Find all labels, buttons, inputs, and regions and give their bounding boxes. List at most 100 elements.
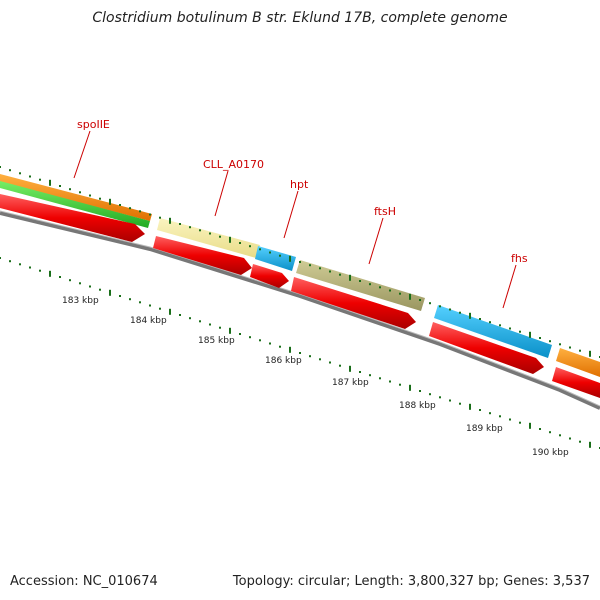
outer-tick — [249, 245, 251, 248]
inner-tick — [259, 339, 261, 342]
outer-tick — [549, 340, 551, 343]
outer-tick — [189, 226, 191, 229]
outer-tick — [39, 178, 41, 181]
outer-tick — [319, 267, 321, 270]
outer-tick — [29, 175, 31, 178]
outer-tick — [89, 194, 91, 197]
outer-tick — [359, 280, 361, 282]
inner-tick — [109, 289, 111, 296]
scale-label-186: 186 kbp — [265, 356, 302, 366]
outer-tick — [339, 273, 341, 276]
inner-tick — [179, 314, 181, 316]
inner-tick — [409, 384, 411, 391]
gene-label-fhs: fhs — [511, 252, 528, 265]
inner-tick — [419, 390, 421, 392]
outer-tick — [159, 216, 161, 219]
gene-label-spoIIE: spoIIE — [77, 118, 110, 131]
outer-tick — [289, 255, 291, 262]
gene-ftsH — [296, 260, 425, 311]
backbone-highlight — [0, 210, 600, 407]
inner-tick — [149, 304, 151, 307]
inner-tick — [479, 409, 481, 411]
gene-spoIIE-orange — [0, 174, 152, 221]
inner-tick — [129, 298, 131, 301]
scale-label-183: 183 kbp — [62, 296, 99, 306]
inner-tick — [0, 257, 1, 259]
outer-tick — [419, 299, 421, 301]
outer-tick — [179, 223, 181, 225]
inner-tick — [59, 276, 61, 278]
inner-tick — [589, 441, 591, 448]
genome-summary-text: Topology: circular; Length: 3,800,327 bp… — [232, 574, 590, 589]
outer-tick — [449, 308, 451, 311]
inner-tick — [429, 393, 431, 396]
map-title: Clostridium botulinum B str. Eklund 17B,… — [92, 10, 508, 26]
scale-label-190: 190 kbp — [532, 448, 569, 458]
outer-tick — [459, 311, 461, 314]
outer-tick — [489, 321, 491, 324]
gene-CLL_A0170 — [157, 218, 260, 258]
inner-tick — [319, 358, 321, 361]
inner-tick — [99, 288, 101, 291]
inner-tick — [49, 270, 51, 277]
inner-tick — [19, 263, 21, 266]
outer-tick — [299, 261, 301, 263]
inner-tick — [9, 260, 11, 263]
outer-tick — [219, 235, 221, 238]
inner-tick — [69, 279, 71, 282]
inner-tick — [519, 421, 521, 424]
outer-tick — [559, 343, 561, 346]
inner-tick — [489, 412, 491, 415]
outer-tick — [129, 207, 131, 210]
inner-tick — [269, 342, 271, 345]
gene-label-CLL_A0170: CLL_A0170 — [203, 158, 264, 171]
red-arrow-2 — [153, 236, 252, 275]
outer-tick — [259, 248, 261, 251]
outer-tick — [539, 337, 541, 339]
outer-tick — [309, 264, 311, 267]
inner-tick — [549, 431, 551, 434]
outer-tick — [149, 213, 151, 216]
red-arrow-4 — [291, 277, 416, 329]
inner-tick — [289, 346, 291, 353]
inner-tick — [499, 415, 501, 418]
outer-tick — [69, 188, 71, 191]
outer-tick — [429, 302, 431, 305]
outer-tick — [509, 327, 511, 330]
inner-tick — [239, 333, 241, 335]
inner-tick — [559, 434, 561, 437]
accession-text: Accession: NC_010674 — [10, 574, 158, 589]
inner-tick — [579, 440, 581, 443]
inner-tick — [199, 320, 201, 323]
gene-green — [0, 181, 150, 228]
outer-tick — [139, 210, 141, 213]
outer-tick — [49, 179, 51, 186]
gene-hpt — [255, 246, 296, 271]
outer-tick — [389, 289, 391, 292]
outer-tick — [409, 293, 411, 300]
inner-tick — [169, 308, 171, 315]
outer-tick — [349, 274, 351, 281]
outer-tick — [59, 185, 61, 187]
outer-tick — [379, 286, 381, 289]
red-arrow-6 — [552, 367, 600, 398]
outer-tick — [369, 283, 371, 286]
red-arrow-3 — [250, 264, 289, 288]
outer-tick — [399, 292, 401, 295]
inner-tick — [39, 269, 41, 272]
outer-tick — [19, 172, 21, 175]
inner-tick — [89, 285, 91, 288]
inner-tick — [159, 307, 161, 310]
outer-tick — [99, 197, 101, 200]
outer-tick — [469, 312, 471, 319]
inner-tick — [389, 380, 391, 383]
inner-tick — [369, 374, 371, 377]
inner-tick — [279, 345, 281, 348]
outer-tick — [239, 242, 241, 244]
outer-tick — [119, 204, 121, 206]
outer-tick — [169, 217, 171, 224]
backbone-line — [0, 211, 600, 410]
outer-tick — [269, 251, 271, 254]
inner-tick — [329, 361, 331, 364]
